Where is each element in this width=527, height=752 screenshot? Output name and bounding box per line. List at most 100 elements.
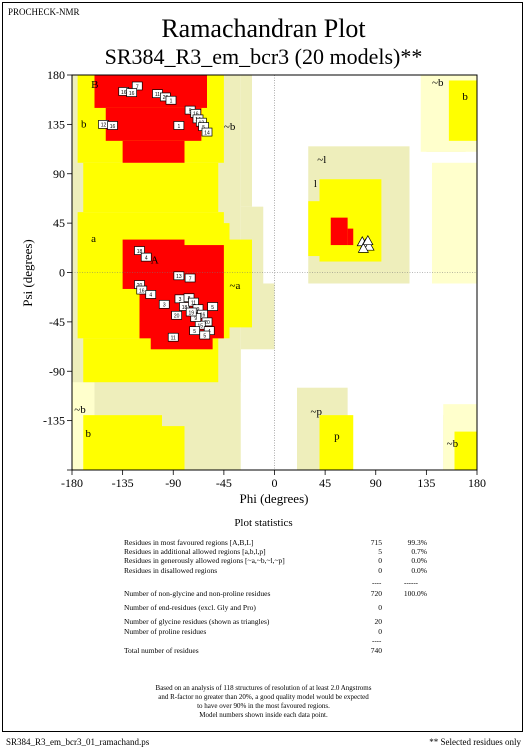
residue-model-label: 13 — [176, 274, 182, 280]
region-label: l — [314, 178, 317, 190]
plot-subtitle: SR384_R3_em_bcr3 (20 models)** — [104, 44, 423, 69]
residue-point — [140, 252, 152, 262]
residue-point — [189, 326, 200, 336]
additional-allowed-region — [319, 415, 354, 470]
region-label: ~b — [224, 121, 236, 133]
residue-point — [171, 310, 182, 320]
glycine-region — [432, 162, 477, 284]
residue-point — [185, 307, 197, 317]
generously-allowed-region — [398, 184, 410, 284]
residue-point — [158, 299, 170, 309]
y-tick-label: 90 — [53, 167, 65, 181]
region-label: p — [334, 430, 340, 442]
residue-model-label: 5 — [189, 108, 192, 114]
residue-model-label: 4 — [149, 293, 152, 299]
program-name: PROCHECK-NMR — [8, 7, 80, 17]
residue-point — [145, 290, 157, 299]
glycine-point — [362, 234, 374, 246]
region-label: ~l — [317, 154, 326, 166]
x-tick-label: -45 — [216, 476, 232, 490]
y-tick-label: 0 — [59, 266, 65, 280]
region-label: A — [151, 255, 159, 267]
residue-model-label: 5 — [203, 333, 206, 339]
additional-allowed-region — [448, 80, 477, 141]
residue-model-label: 19 — [188, 310, 194, 316]
residue-model-label: 16 — [200, 312, 206, 318]
region-label: ~b — [447, 438, 459, 450]
region-label: B — [91, 79, 98, 91]
residue-model-label: 16 — [139, 288, 145, 294]
glycine-point — [363, 240, 375, 251]
residue-model-label: 20 — [163, 95, 169, 101]
footer-filename: SR384_R3_em_bcr3_01_ramachand.ps — [6, 737, 150, 747]
most-favoured-region — [347, 228, 354, 246]
region-label: b — [81, 119, 87, 131]
x-tick-label: 135 — [417, 476, 435, 490]
region-label: ~a — [230, 280, 241, 292]
residue-model-label: 18 — [137, 249, 143, 255]
residue-model-label: 4 — [145, 255, 148, 261]
region-label: b — [86, 428, 92, 440]
residue-model-label: 9 — [194, 316, 197, 322]
x-tick-label: -90 — [165, 476, 181, 490]
region-label: ~p — [311, 406, 323, 418]
most-favoured-region — [330, 217, 348, 246]
region-label: ~b — [432, 77, 444, 89]
axis-ticks: -180 -135 -90 -45 0 45 90 135 18018013590450-45-… — [43, 68, 486, 490]
most-favoured-region — [94, 75, 207, 108]
residue-model-label: 20 — [204, 320, 210, 326]
y-tick-label: -45 — [49, 315, 65, 329]
residue-model-label: 14 — [204, 130, 210, 136]
residue-model-label: 16 — [121, 90, 127, 96]
residue-model-label: 7 — [189, 276, 192, 282]
y-tick-label: -90 — [49, 364, 65, 378]
residue-model-label: 11 — [155, 92, 160, 98]
footer-selected-note: ** Selected residues only — [429, 737, 521, 747]
residue-point — [173, 271, 185, 281]
residue-point — [207, 302, 218, 311]
residue-point — [173, 121, 185, 130]
x-axis-label: Phi (degrees) — [240, 491, 309, 506]
residue-model-label: 11 — [171, 336, 176, 342]
x-tick-label: 90 — [370, 476, 382, 490]
y-tick-label: 135 — [47, 117, 65, 131]
most-favoured-region — [122, 140, 185, 163]
residue-point — [165, 95, 177, 105]
x-tick-label: -135 — [112, 476, 134, 490]
additional-allowed-region — [83, 162, 219, 213]
page-frame — [2, 2, 523, 732]
residue-model-label: 1 — [170, 99, 173, 105]
generously-allowed-region — [240, 75, 252, 207]
residue-point — [136, 285, 148, 295]
residue-model-label: 16 — [129, 91, 135, 97]
residue-point — [199, 330, 211, 340]
residue-model-label: 16 — [110, 124, 116, 130]
residue-model-label: 1 — [177, 124, 180, 130]
additional-allowed-region — [454, 431, 477, 470]
residue-point — [184, 273, 196, 283]
y-tick-label: 180 — [47, 68, 65, 82]
data-points: 7161611201516141251412161184137201643318… — [98, 81, 375, 342]
region-label: b — [462, 91, 468, 103]
residue-model-label: 3 — [179, 297, 182, 303]
generously-allowed-region — [207, 393, 230, 470]
residue-point — [107, 121, 118, 130]
residue-model-label: 15 — [197, 323, 203, 329]
additional-allowed-region — [308, 201, 331, 257]
y-axis-label: Psi (degrees) — [20, 239, 35, 307]
region-label: ~b — [74, 404, 86, 416]
residue-model-label: 18 — [182, 305, 188, 311]
residue-point — [131, 81, 143, 91]
residue-model-label: 11 — [191, 300, 196, 306]
additional-allowed-region — [162, 426, 185, 470]
residue-model-label: 5 — [193, 329, 196, 335]
residue-point — [126, 88, 137, 97]
x-tick-label: 45 — [319, 476, 331, 490]
residue-model-label: 12 — [101, 123, 107, 129]
x-tick-label: 0 — [272, 476, 278, 490]
residue-model-label: 7 — [136, 84, 139, 90]
y-tick-label: -135 — [43, 414, 65, 428]
region-label: a — [91, 233, 96, 245]
plot-title: Ramachandran Plot — [161, 14, 366, 43]
